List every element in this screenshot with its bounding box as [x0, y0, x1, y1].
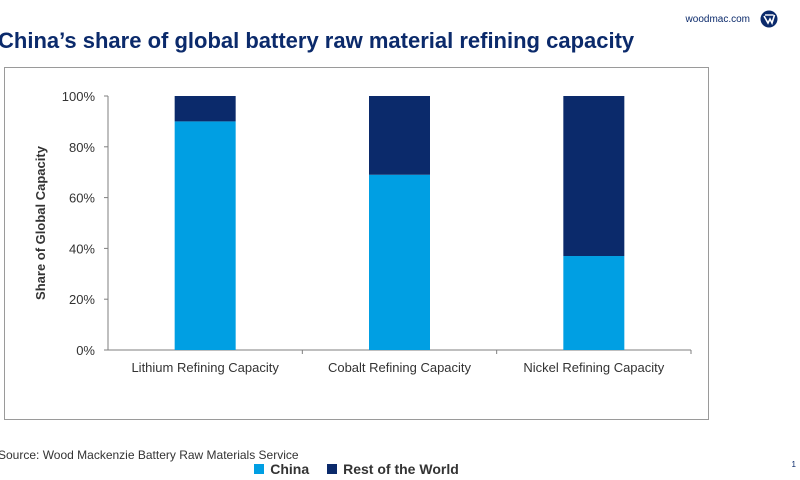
- stacked-bar-chart: 0% 20% 40% 60% 80% 100% Share of Global Capaci…: [33, 89, 692, 375]
- page-number: 1: [791, 460, 796, 469]
- legend-swatch-china: [254, 464, 265, 474]
- bar-rest-of-world: [174, 96, 236, 122]
- bar-china: [174, 121, 236, 351]
- y-axis-title: Share of Global Capacity: [33, 145, 48, 300]
- x-tick-label: Nickel Refining Capacity: [523, 360, 664, 375]
- legend-swatch-row: [327, 464, 338, 474]
- bar-rest-of-world: [369, 96, 430, 175]
- x-tick-label: Lithium Refining Capacity: [131, 360, 279, 375]
- woodmac-logo-icon: [760, 10, 778, 28]
- bar-china: [369, 174, 430, 350]
- y-tick-label: 0%: [76, 343, 95, 358]
- brand-header: woodmac.com: [686, 10, 778, 28]
- source-note: Source: Wood Mackenzie Battery Raw Mater…: [0, 448, 299, 462]
- y-tick-label: 60%: [69, 191, 95, 206]
- y-tick-label: 20%: [69, 292, 95, 307]
- page-title: China’s share of global battery raw mate…: [0, 28, 635, 53]
- chart-legend: China Rest of the World: [5, 461, 708, 477]
- legend-label-china: China: [270, 461, 310, 477]
- legend-item-china: China: [254, 461, 309, 477]
- y-tick-label: 40%: [69, 241, 95, 256]
- bar-china: [563, 256, 625, 350]
- x-tick-label: Cobalt Refining Capacity: [328, 360, 472, 375]
- legend-item-row: Rest of the World: [327, 461, 459, 477]
- y-tick-label: 80%: [69, 140, 95, 155]
- chart-frame: 0% 20% 40% 60% 80% 100% Share of Global Capaci…: [4, 67, 709, 477]
- legend-label-row: Rest of the World: [343, 461, 459, 477]
- y-tick-label: 100%: [62, 89, 96, 104]
- brand-link[interactable]: woodmac.com: [685, 13, 750, 25]
- bar-rest-of-world: [563, 96, 625, 257]
